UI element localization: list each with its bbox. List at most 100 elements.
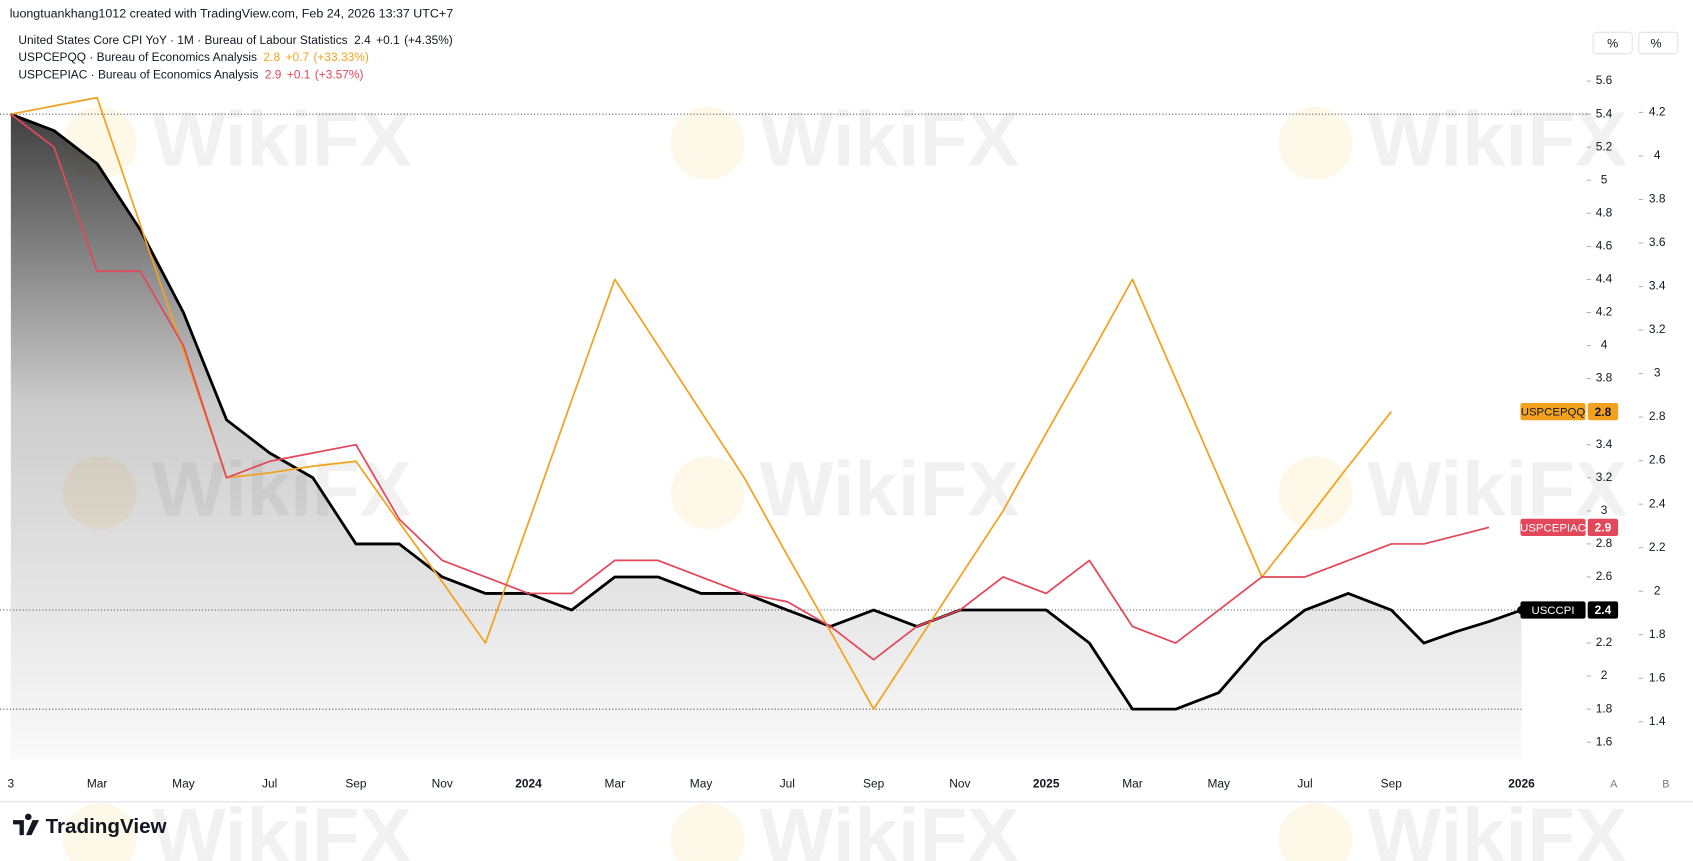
x-tick-label: Sep bbox=[1381, 777, 1403, 791]
scale-button-label[interactable]: % bbox=[1607, 36, 1618, 50]
legend-entry: USPCEPQQ · Bureau of Economics Analysis 2… bbox=[18, 50, 368, 64]
y2-tick-label: 3.6 bbox=[1649, 235, 1666, 249]
legend-part: +0.1 bbox=[376, 33, 400, 47]
watermark-icon bbox=[1278, 802, 1353, 861]
legend-entry: United States Core CPI YoY · 1M · Bureau… bbox=[18, 33, 452, 47]
watermark-icon bbox=[670, 456, 745, 530]
y2-tick-label: 2.6 bbox=[1649, 453, 1666, 467]
y-tick-label: 3 bbox=[1601, 503, 1608, 517]
y-tick-label: 4 bbox=[1601, 338, 1608, 352]
x-tick-label: Sep bbox=[345, 777, 367, 791]
watermark: WikiFX bbox=[760, 97, 1020, 183]
legend-part: 2.9 bbox=[265, 68, 282, 82]
watermark: WikiFX bbox=[1367, 97, 1627, 183]
y2-tick-label: 2.4 bbox=[1649, 496, 1666, 510]
y-tick-label: 5.4 bbox=[1596, 106, 1613, 120]
brand: TradingView bbox=[13, 813, 167, 838]
y-tick-label: 5 bbox=[1601, 172, 1608, 186]
x-tick-label: 2025 bbox=[1033, 777, 1060, 791]
y-tick-label: 4.8 bbox=[1596, 206, 1613, 220]
series-area bbox=[10, 114, 1522, 759]
legend-part: +0.7 bbox=[286, 50, 310, 64]
tag-symbol: USPCEPIAC bbox=[1520, 522, 1586, 534]
tag-box bbox=[1520, 403, 1586, 421]
watermarks: WikiFX WikiFX WikiFX WikiFX WikiFX WikiFX Wiki… bbox=[62, 97, 1627, 861]
x-tick-label: Mar bbox=[87, 777, 108, 791]
tag-value-box bbox=[1587, 601, 1619, 619]
legend-part: United States Core CPI YoY · 1M · Bureau… bbox=[18, 33, 347, 47]
series-line bbox=[10, 96, 1392, 711]
x-tick-label: 3 bbox=[8, 777, 15, 791]
watermark: WikiFX bbox=[1367, 447, 1627, 533]
scale-button-label[interactable]: % bbox=[1651, 36, 1662, 50]
legend-part: (+33.33%) bbox=[313, 50, 368, 64]
tag-value: 2.4 bbox=[1595, 603, 1612, 617]
y-tick-label: 4.4 bbox=[1596, 272, 1613, 286]
series-line bbox=[10, 113, 1490, 661]
x-tick-label: Jul bbox=[1297, 777, 1312, 791]
y2-tick-label: 4.2 bbox=[1649, 105, 1666, 119]
watermark: WikiFX bbox=[152, 97, 412, 183]
y2-tick-label: 2 bbox=[1654, 583, 1661, 597]
legend-part: (+3.57%) bbox=[315, 68, 364, 82]
legend-part: 2.4 bbox=[354, 33, 371, 47]
y-tick-label: 2.6 bbox=[1596, 569, 1613, 583]
y-tick-label: 4.2 bbox=[1596, 305, 1613, 319]
watermark-icon bbox=[670, 106, 745, 180]
x-tick-label: 2026 bbox=[1508, 777, 1535, 791]
watermark: WikiFX bbox=[760, 447, 1020, 533]
legend-part: USPCEPQQ · Bureau of Economics Analysis bbox=[18, 50, 257, 64]
y2-tick-label: 2.8 bbox=[1649, 409, 1666, 423]
y2-tick-label: 1.6 bbox=[1649, 670, 1666, 684]
x-tick-label: May bbox=[172, 777, 195, 791]
tag-box bbox=[1520, 518, 1586, 536]
tag-value-box bbox=[1587, 518, 1619, 536]
x-tick-label: Mar bbox=[605, 777, 626, 791]
tag-value-box bbox=[1587, 403, 1619, 421]
corner-label[interactable]: B bbox=[1662, 778, 1669, 790]
y-tick-label: 5.2 bbox=[1596, 139, 1613, 153]
legend-entry: USPCEPIAC · Bureau of Economics Analysis… bbox=[18, 68, 363, 82]
y2-tick-label: 3.8 bbox=[1649, 192, 1666, 206]
scale-button[interactable] bbox=[1638, 31, 1679, 55]
y-tick-label: 3.4 bbox=[1596, 437, 1613, 451]
x-tick-label: Jul bbox=[262, 777, 277, 791]
header: luongtuankhang1012 created with TradingV… bbox=[10, 6, 453, 20]
x-tick-label: 2024 bbox=[515, 777, 542, 791]
x-tick-label: May bbox=[1207, 777, 1230, 791]
x-tick-label: May bbox=[690, 777, 713, 791]
x-tick-label: Sep bbox=[863, 777, 885, 791]
tag-symbol: USCCPI bbox=[1532, 605, 1575, 617]
legend-part: USPCEPIAC · Bureau of Economics Analysis bbox=[18, 68, 258, 82]
plot bbox=[0, 96, 1587, 759]
y2-tick-label: 3.4 bbox=[1649, 279, 1666, 293]
y2-tick-label: 3.2 bbox=[1649, 322, 1666, 336]
series-line bbox=[10, 112, 1523, 711]
watermark-icon bbox=[670, 802, 745, 861]
y-tick-label: 3.8 bbox=[1596, 371, 1613, 385]
x-tick-label: Nov bbox=[949, 777, 970, 791]
watermark-icon bbox=[62, 802, 137, 861]
y2-tick-label: 2.2 bbox=[1649, 540, 1666, 554]
y-tick-label: 4.6 bbox=[1596, 239, 1613, 253]
tag-box bbox=[1520, 601, 1586, 619]
y2-tick-label: 1.4 bbox=[1649, 714, 1666, 728]
watermark-icon bbox=[1278, 106, 1353, 180]
x-tick-label: Jul bbox=[780, 777, 795, 791]
y2-tick-label: 3 bbox=[1654, 366, 1661, 380]
watermark: WikiFX bbox=[152, 793, 412, 861]
watermark-icon bbox=[1278, 456, 1353, 530]
legend-part: 2.8 bbox=[264, 50, 281, 64]
y-tick-label: 5.6 bbox=[1596, 73, 1613, 87]
watermark: WikiFX bbox=[760, 793, 1020, 861]
x-tick-label: Mar bbox=[1122, 777, 1143, 791]
y-tick-label: 3.2 bbox=[1596, 470, 1613, 484]
corner-label[interactable]: A bbox=[1610, 778, 1618, 790]
tag-value: 2.9 bbox=[1595, 521, 1612, 535]
y-tick-label: 2 bbox=[1601, 668, 1608, 682]
y-tick-label: 1.8 bbox=[1596, 701, 1613, 715]
tag-symbol: USPCEPQQ bbox=[1521, 407, 1586, 419]
tag-value: 2.8 bbox=[1595, 405, 1612, 419]
scale-button[interactable] bbox=[1592, 31, 1633, 55]
